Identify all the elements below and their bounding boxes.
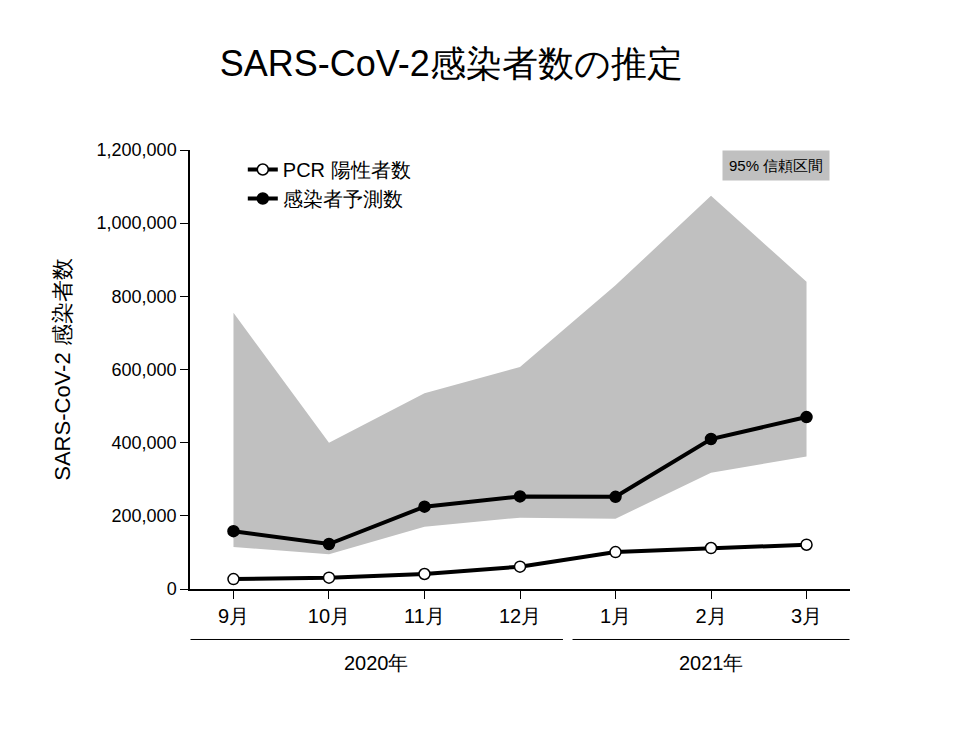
svg-text:2020年: 2020年: [344, 652, 409, 674]
svg-text:1,200,000: 1,200,000: [97, 140, 177, 160]
svg-text:PCR 陽性者数: PCR 陽性者数: [283, 159, 411, 181]
svg-text:95% 信頼区間: 95% 信頼区間: [729, 157, 823, 174]
svg-text:2021年: 2021年: [679, 652, 744, 674]
svg-text:600,000: 600,000: [112, 360, 177, 380]
svg-text:10月: 10月: [308, 605, 350, 627]
svg-text:12月: 12月: [499, 605, 541, 627]
svg-text:SARS-CoV-2感染者数の推定: SARS-CoV-2感染者数の推定: [220, 43, 683, 84]
svg-text:9月: 9月: [218, 605, 249, 627]
svg-text:0: 0: [167, 579, 177, 599]
svg-text:800,000: 800,000: [112, 287, 177, 307]
svg-text:200,000: 200,000: [112, 506, 177, 526]
svg-text:1月: 1月: [600, 605, 631, 627]
svg-text:3月: 3月: [791, 605, 822, 627]
svg-text:2月: 2月: [695, 605, 726, 627]
svg-text:感染者予測数: 感染者予測数: [283, 188, 403, 210]
svg-text:400,000: 400,000: [112, 433, 177, 453]
svg-text:1,000,000: 1,000,000: [97, 213, 177, 233]
svg-text:11月: 11月: [404, 605, 445, 627]
svg-text:SARS-CoV-2 感染者数: SARS-CoV-2 感染者数: [50, 258, 75, 481]
